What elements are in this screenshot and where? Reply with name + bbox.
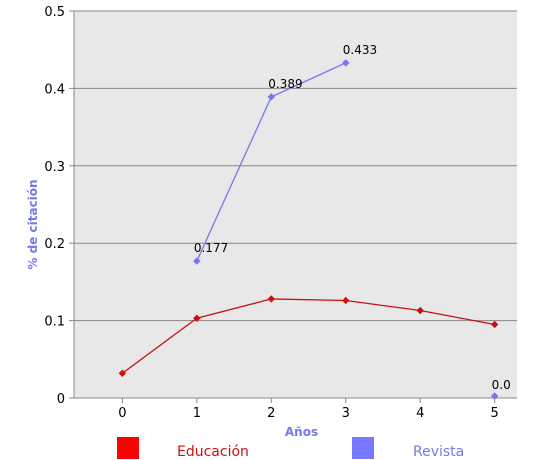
legend: Educación Revista xyxy=(117,437,464,460)
axes xyxy=(73,11,517,399)
plot-background xyxy=(74,11,517,398)
y-tick-label: 0.1 xyxy=(44,315,65,330)
data-point-revista xyxy=(490,392,499,400)
x-tick-label: 0 xyxy=(118,406,126,421)
legend-swatch-educaci-n xyxy=(117,437,139,459)
data-point-educaci-n xyxy=(342,296,350,305)
data-label: 0.389 xyxy=(268,77,302,91)
y-tick-label: 0.5 xyxy=(44,5,65,20)
gridlines xyxy=(69,10,517,399)
x-tick-labels: 0 1 2 3 4 5 xyxy=(118,398,499,421)
series-line-educaci-n xyxy=(122,298,495,374)
legend-label-revista: Revista xyxy=(413,444,464,460)
data-label: 0.0 xyxy=(492,378,511,392)
data-label: 0.177 xyxy=(194,241,228,255)
y-tick-label: 0.4 xyxy=(44,82,65,97)
data-points xyxy=(118,59,499,400)
x-axis-title: Años xyxy=(285,425,318,439)
data-point-educaci-n xyxy=(490,320,499,329)
y-tick-labels: 0 0.1 0.2 0.3 0.4 0.5 xyxy=(44,5,65,407)
data-point-educaci-n xyxy=(267,295,276,303)
y-axis-title: % de citación xyxy=(26,179,40,269)
data-point-revista xyxy=(193,257,201,265)
data-point-revista xyxy=(267,93,276,101)
x-tick-label: 3 xyxy=(342,406,350,421)
data-label: 0.433 xyxy=(343,43,377,57)
data-point-revista xyxy=(342,59,350,67)
legend-swatch-revista xyxy=(352,437,374,459)
x-tick-label: 5 xyxy=(491,406,499,421)
x-tick-label: 1 xyxy=(193,406,201,421)
legend-label-educaci-n: Educación xyxy=(177,444,249,460)
y-tick-label: 0.2 xyxy=(44,237,65,252)
x-tick-label: 4 xyxy=(416,406,424,421)
x-tick-label: 2 xyxy=(267,406,275,421)
data-point-educaci-n xyxy=(193,314,201,322)
data-point-educaci-n xyxy=(416,306,424,315)
y-tick-label: 0.3 xyxy=(44,160,65,175)
y-tick-label: 0 xyxy=(57,392,65,407)
data-point-educaci-n xyxy=(118,369,127,377)
data-labels: 0.177 0.389 0.433 0.0 xyxy=(194,43,511,392)
